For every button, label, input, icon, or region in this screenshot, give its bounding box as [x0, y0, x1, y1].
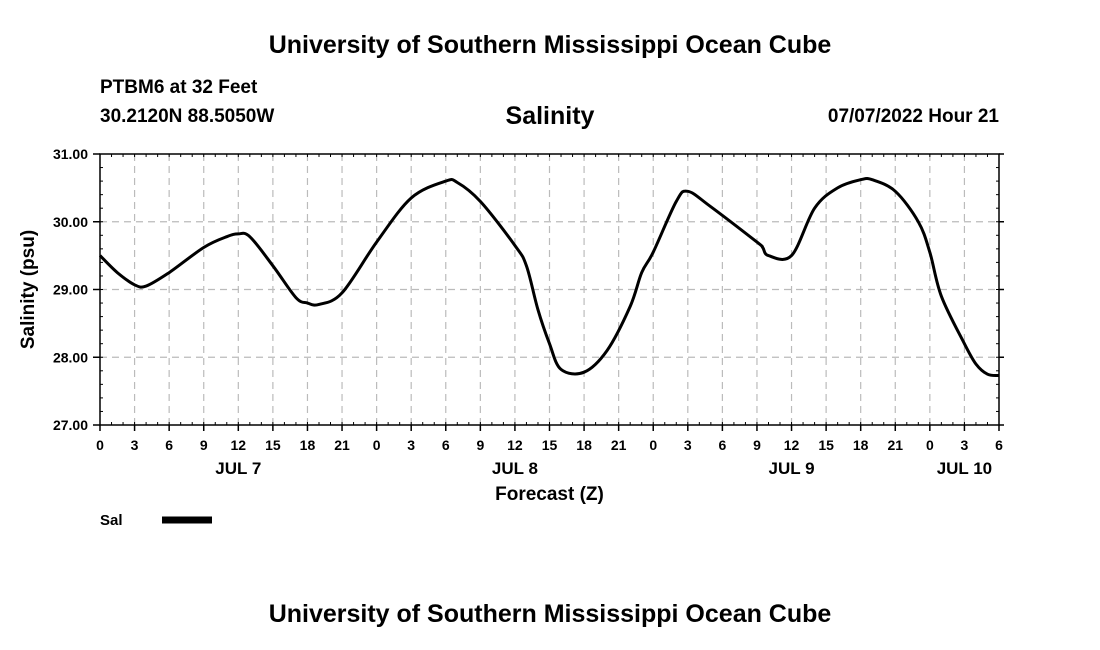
- series-line-sal: [98, 177, 1000, 378]
- x-tick-label: 3: [961, 437, 969, 453]
- x-tick-label: 9: [200, 437, 208, 453]
- x-tick-label: 9: [476, 437, 484, 453]
- x-tick-label: 3: [131, 437, 139, 453]
- x-tick-label: 9: [753, 437, 761, 453]
- x-tick-label: 6: [165, 437, 173, 453]
- y-tick-label: 31.00: [53, 146, 88, 162]
- x-tick-label: 0: [373, 437, 381, 453]
- x-tick-label: 21: [887, 437, 903, 453]
- y-tick-label: 28.00: [53, 349, 88, 365]
- x-axis-title: Forecast (Z): [495, 484, 604, 505]
- x-tick-label: 18: [853, 437, 869, 453]
- forecast-datetime: 07/07/2022 Hour 21: [827, 106, 999, 127]
- x-tick-label: 18: [300, 437, 316, 453]
- x-tick-label: 12: [231, 437, 247, 453]
- x-tick-label: 0: [649, 437, 657, 453]
- x-tick-label: 21: [611, 437, 627, 453]
- x-tick-label: 6: [718, 437, 726, 453]
- x-tick-label: 0: [926, 437, 934, 453]
- plot-frame: [99, 153, 1000, 426]
- x-tick-label: 15: [818, 437, 834, 453]
- y-tick-label: 27.00: [53, 417, 88, 433]
- x-tick-label: 21: [334, 437, 350, 453]
- x-tick-label: 3: [684, 437, 692, 453]
- x-tick-label: 3: [407, 437, 415, 453]
- x-tick-label: 0: [96, 437, 104, 453]
- legend-label: Sal: [100, 512, 123, 529]
- variable-name: Salinity: [505, 102, 595, 130]
- date-label: JUL 9: [769, 459, 815, 478]
- x-tick-label: 18: [576, 437, 592, 453]
- x-tick-label: 6: [442, 437, 450, 453]
- station-name: PTBM6 at 32 Feet: [100, 77, 258, 98]
- x-tick-label: 15: [265, 437, 281, 453]
- chart-title: University of Southern Mississippi Ocean…: [268, 31, 832, 59]
- date-label: JUL 8: [492, 459, 538, 478]
- y-tick-label: 29.00: [53, 282, 88, 298]
- date-label: JUL 10: [937, 459, 992, 478]
- station-coordinates: 30.2120N 88.5050W: [100, 106, 275, 127]
- date-label: JUL 7: [215, 459, 261, 478]
- x-tick-label: 12: [784, 437, 800, 453]
- x-tick-label: 15: [542, 437, 558, 453]
- footer-title: University of Southern Mississippi Ocean…: [268, 600, 832, 628]
- x-tick-label: 6: [995, 437, 1003, 453]
- y-tick-label: 30.00: [53, 214, 88, 230]
- y-axis-title: Salinity (psu): [18, 230, 39, 349]
- x-tick-label: 12: [507, 437, 523, 453]
